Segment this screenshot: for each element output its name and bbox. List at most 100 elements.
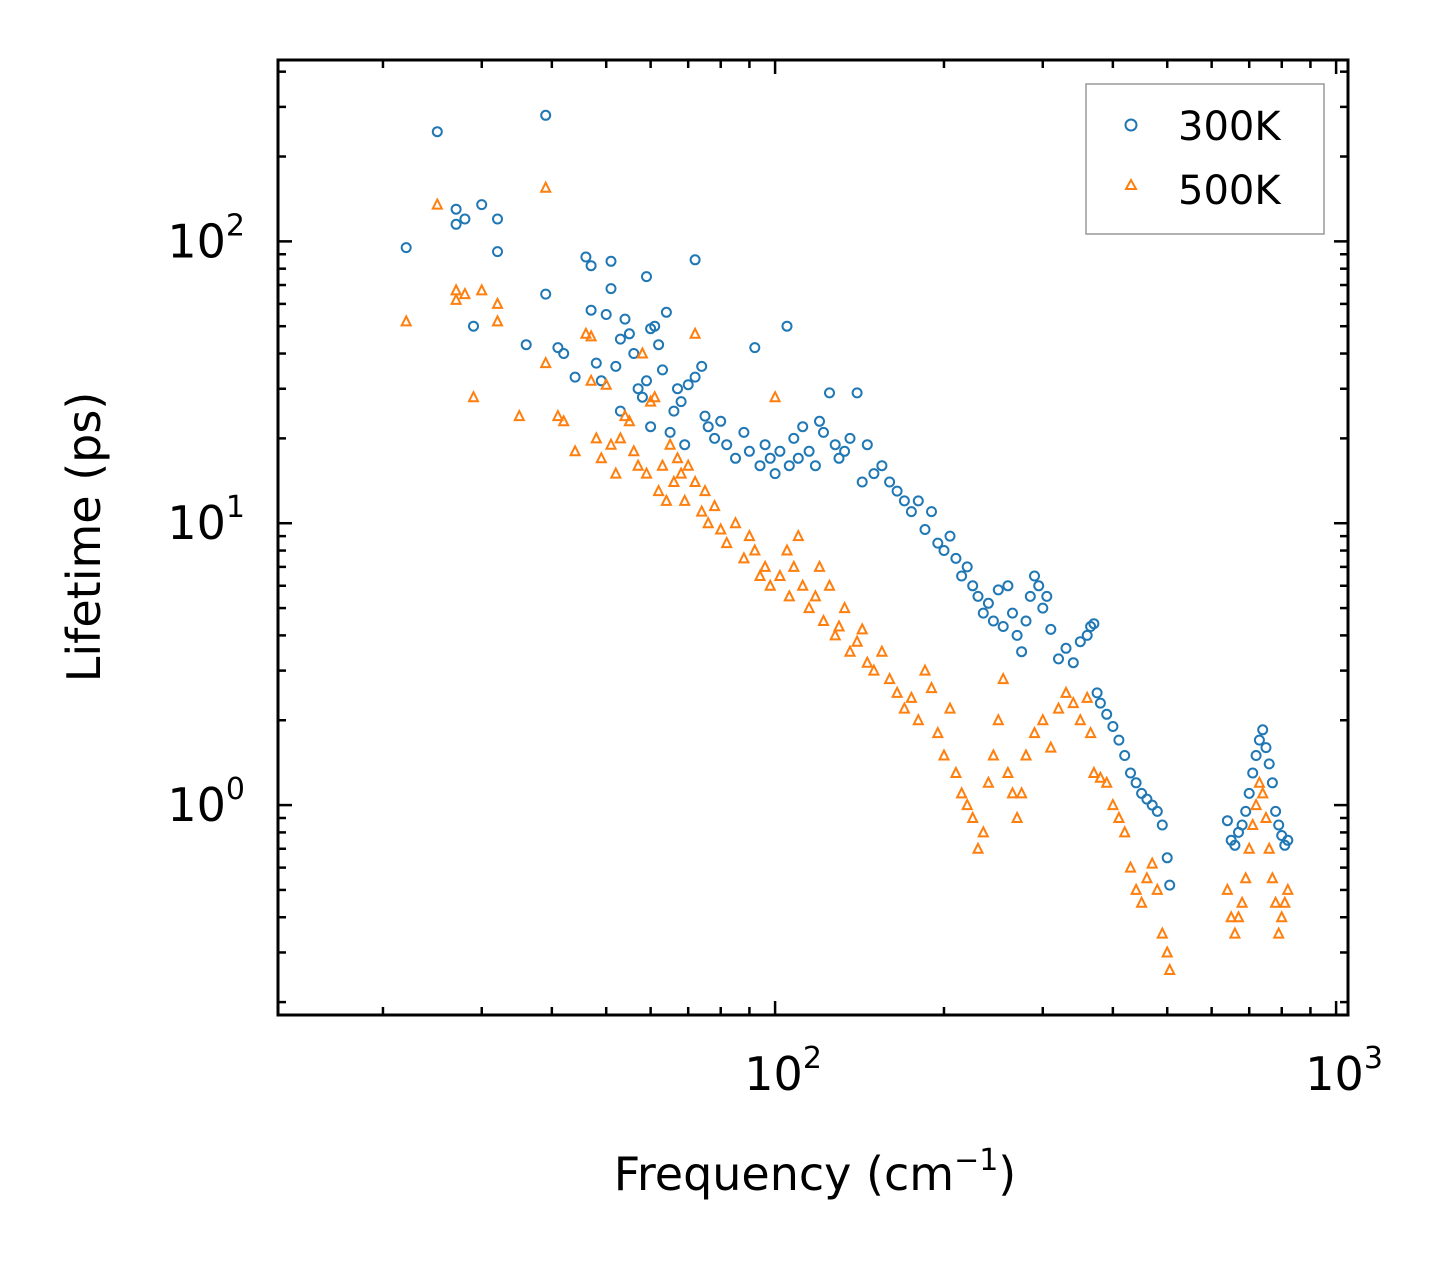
data-point-300k bbox=[1029, 570, 1040, 582]
data-point-300k bbox=[788, 432, 800, 444]
data-point-300k bbox=[730, 452, 741, 464]
data-point-300k bbox=[891, 485, 903, 497]
data-point-500k bbox=[458, 286, 472, 300]
data-point-500k bbox=[977, 825, 990, 838]
data-point-500k bbox=[1044, 740, 1057, 753]
x-tick-label: 102 bbox=[744, 1041, 822, 1101]
data-point-300k bbox=[619, 313, 631, 325]
data-point-300k bbox=[1081, 629, 1093, 641]
data-point-300k bbox=[1094, 697, 1106, 709]
data-point-500k bbox=[961, 797, 974, 811]
data-point-300k bbox=[492, 213, 503, 225]
data-point-500k bbox=[809, 589, 822, 602]
data-point-300k bbox=[797, 421, 809, 433]
data-point-300k bbox=[1282, 834, 1294, 846]
data-point-500k bbox=[1235, 895, 1249, 908]
data-point-300k bbox=[1002, 580, 1014, 592]
data-point-500k bbox=[1135, 895, 1148, 908]
data-point-300k bbox=[1091, 687, 1103, 699]
data-point-300k bbox=[749, 342, 761, 354]
data-point-300k bbox=[754, 460, 766, 472]
data-point-300k bbox=[1113, 734, 1125, 746]
data-point-300k bbox=[645, 421, 657, 433]
y-tick-label: 100 bbox=[167, 772, 245, 832]
data-point-300k bbox=[431, 126, 443, 138]
data-point-300k bbox=[1020, 615, 1032, 627]
data-point-300k bbox=[792, 452, 804, 464]
data-point-500k bbox=[783, 589, 796, 602]
data-point-500k bbox=[829, 628, 842, 641]
data-point-300k bbox=[1263, 758, 1275, 770]
data-point-500k bbox=[595, 451, 608, 464]
data-point-300k bbox=[641, 271, 652, 283]
data-point-500k bbox=[652, 483, 665, 497]
legend-marker-500k bbox=[1124, 177, 1138, 190]
data-point-500k bbox=[987, 748, 1000, 761]
data-point-500k bbox=[1151, 882, 1164, 895]
data-point-500k bbox=[813, 559, 826, 572]
data-point-500k bbox=[817, 613, 830, 626]
data-point-500k bbox=[955, 786, 968, 799]
data-point-300k bbox=[839, 445, 851, 457]
data-point-500k bbox=[1249, 797, 1263, 811]
data-point-500k bbox=[918, 663, 932, 676]
data-point-500k bbox=[856, 622, 869, 635]
data-point-300k bbox=[492, 246, 503, 258]
data-point-300k bbox=[898, 495, 910, 507]
data-point-300k bbox=[783, 460, 795, 472]
data-point-300k bbox=[1161, 852, 1173, 864]
data-point-500k bbox=[1006, 786, 1019, 799]
data-point-300k bbox=[944, 530, 956, 542]
data-point-300k bbox=[932, 537, 944, 549]
data-point-300k bbox=[540, 288, 552, 300]
legend-box bbox=[1085, 83, 1325, 235]
data-point-500k bbox=[850, 634, 864, 647]
data-point-500k bbox=[579, 326, 593, 339]
data-point-500k bbox=[925, 680, 938, 694]
data-point-300k bbox=[580, 251, 592, 263]
data-point-500k bbox=[539, 355, 552, 369]
data-point-300k bbox=[982, 597, 994, 609]
data-point-300k bbox=[844, 432, 856, 444]
data-point-300k bbox=[856, 476, 868, 488]
data-point-300k bbox=[814, 415, 825, 427]
data-point-500k bbox=[1278, 895, 1291, 908]
x-tick-label: 103 bbox=[1305, 1041, 1383, 1101]
data-point-300k bbox=[743, 445, 755, 457]
data-point-300k bbox=[1266, 777, 1278, 789]
data-point-500k bbox=[1263, 841, 1276, 854]
data-point-500k bbox=[737, 551, 751, 564]
data-point-500k bbox=[1146, 856, 1159, 869]
data-point-500k bbox=[688, 326, 702, 339]
data-point-300k bbox=[590, 357, 602, 369]
data-point-500k bbox=[491, 296, 504, 309]
data-point-300k bbox=[1016, 646, 1028, 658]
data-point-300k bbox=[1236, 819, 1248, 831]
data-point-500k bbox=[631, 458, 645, 471]
data-point-300k bbox=[628, 348, 640, 359]
data-point-300k bbox=[1151, 805, 1163, 817]
data-point-300k bbox=[679, 439, 691, 451]
data-point-300k bbox=[967, 580, 979, 592]
data-point-500k bbox=[792, 528, 805, 542]
data-point-500k bbox=[1129, 882, 1143, 895]
data-point-300k bbox=[1136, 787, 1148, 799]
data-point-300k bbox=[818, 426, 829, 438]
data-point-500k bbox=[1281, 882, 1294, 895]
data-point-500k bbox=[997, 671, 1010, 685]
data-point-500k bbox=[838, 600, 851, 614]
data-point-500k bbox=[568, 444, 582, 457]
data-point-500k bbox=[1124, 860, 1137, 873]
plot-points bbox=[400, 109, 1294, 975]
data-point-500k bbox=[663, 437, 677, 450]
data-point-300k bbox=[476, 199, 488, 211]
data-point-300k bbox=[632, 383, 644, 395]
data-point-500k bbox=[883, 671, 896, 685]
data-point-300k bbox=[664, 426, 676, 438]
data-point-500k bbox=[400, 314, 413, 327]
data-point-500k bbox=[890, 685, 904, 698]
data-point-300k bbox=[702, 421, 714, 433]
data-point-300k bbox=[569, 371, 581, 383]
data-point-300k bbox=[1221, 815, 1233, 827]
